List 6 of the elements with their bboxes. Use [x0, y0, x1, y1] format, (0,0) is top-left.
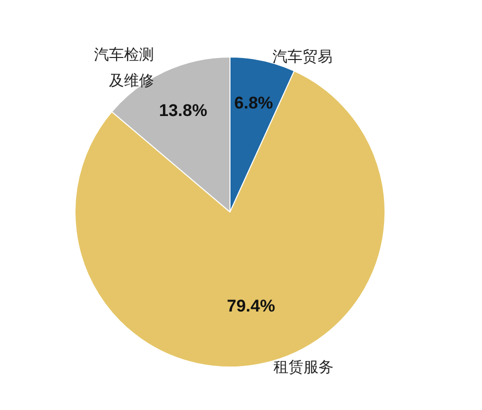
slice-label: 汽车贸易: [272, 48, 333, 66]
data-label: 13.8%: [159, 101, 208, 120]
data-label: 79.4%: [226, 296, 276, 316]
data-label: 6.8%: [234, 93, 274, 112]
slice-label: 汽车检测及维修: [94, 46, 154, 90]
slice-label: 租赁服务: [274, 358, 334, 376]
